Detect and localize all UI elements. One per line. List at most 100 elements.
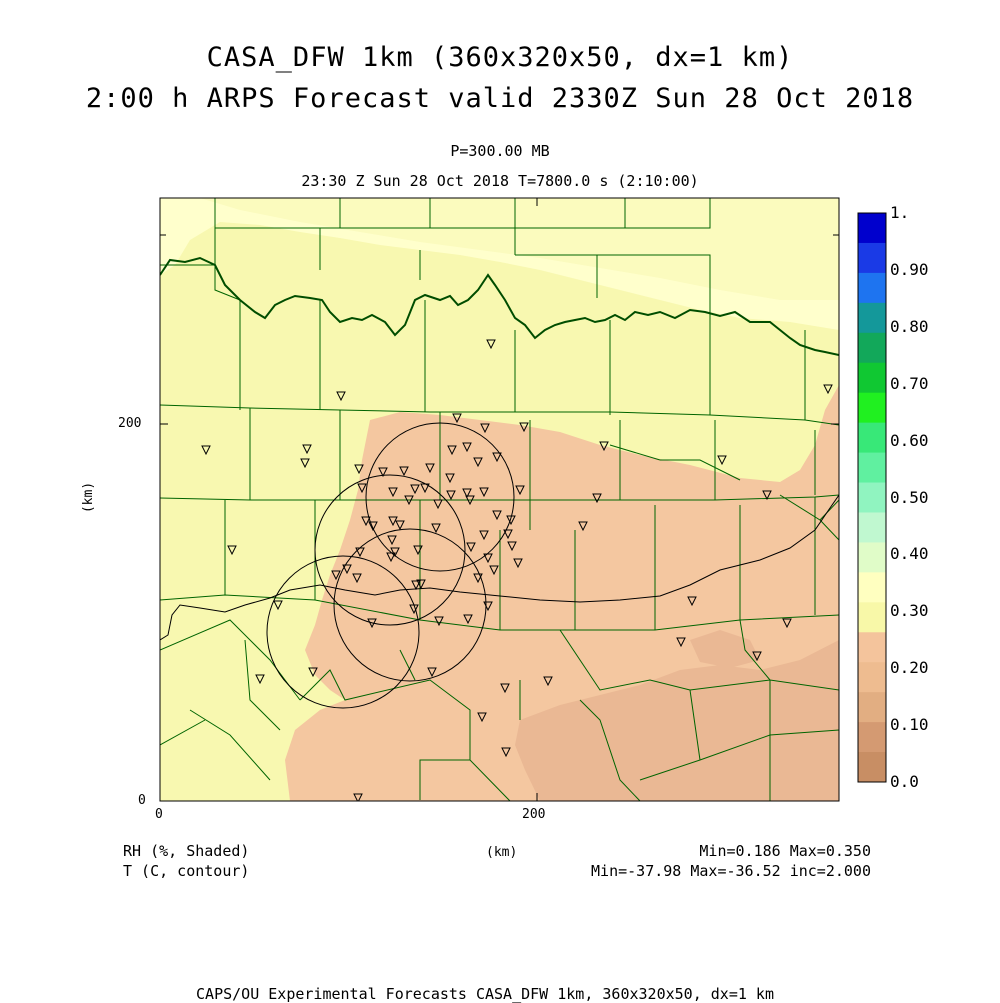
station-marker: [395, 520, 405, 531]
station-marker: [361, 516, 371, 527]
station-marker: [388, 487, 398, 498]
station-marker: [331, 570, 341, 581]
station-marker: [752, 651, 762, 662]
station-marker: [483, 601, 493, 612]
colorbar-swatch: [858, 602, 886, 633]
station-marker: [409, 604, 419, 615]
colorbar-label: 0.10: [890, 715, 929, 735]
station-marker: [500, 683, 510, 694]
colorbar-label: 0.30: [890, 601, 929, 621]
colorbar-swatch: [858, 512, 886, 543]
station-marker: [503, 529, 513, 540]
station-marker: [479, 487, 489, 498]
colorbar-label: 0.50: [890, 487, 929, 507]
station-marker: [416, 579, 426, 590]
colorbar-label: 0.20: [890, 658, 929, 678]
colorbar-label: 0.90: [890, 259, 929, 279]
station-marker: [434, 616, 444, 627]
colorbar-swatch: [858, 213, 886, 244]
station-marker: [427, 667, 437, 678]
station-marker: [599, 441, 609, 452]
station-marker: [368, 521, 378, 532]
station-marker: [302, 444, 312, 455]
colorbar-swatch: [858, 722, 886, 753]
county-lines: [160, 198, 839, 801]
station-marker: [676, 637, 686, 648]
radar-rings: [266, 422, 515, 709]
x-tick-0: 0: [155, 807, 163, 822]
station-marker: [492, 452, 502, 463]
temperature-contour: [160, 494, 839, 641]
station-marker: [687, 596, 697, 607]
station-marker: [592, 493, 602, 504]
colorbar-swatch: [858, 362, 886, 394]
station-marker: [399, 466, 409, 477]
shaded-field-stats: Min=0.186 Max=0.350: [699, 842, 871, 860]
contour-field-stats: Min=-37.98 Max=-36.52 inc=2.000: [591, 862, 871, 880]
colorbar-swatch: [858, 242, 886, 274]
station-marker: [462, 442, 472, 453]
station-marker: [390, 547, 400, 558]
station-marker: [431, 523, 441, 534]
colorbar-swatch: [858, 542, 886, 573]
station-marker: [300, 458, 310, 469]
station-marker: [227, 545, 237, 556]
station-marker: [477, 712, 487, 723]
station-marker: [717, 455, 727, 466]
station-marker: [486, 339, 496, 350]
station-marker: [823, 384, 833, 395]
colorbar-swatch: [858, 392, 886, 424]
station-marker: [273, 600, 283, 611]
station-marker: [357, 483, 367, 494]
station-marker: [425, 463, 435, 474]
station-marker: [479, 530, 489, 541]
station-marker: [445, 473, 455, 484]
station-marker: [515, 485, 525, 496]
colorbar-label: 0.70: [890, 373, 929, 393]
station-marker: [336, 391, 346, 402]
valid-time: 23:30 Z Sun 28 Oct 2018 T=7800.0 s (2:10…: [301, 172, 699, 190]
footer-credit: CAPS/OU Experimental Forecasts CASA_DFW …: [196, 985, 774, 1003]
station-marker: [519, 422, 529, 433]
x-axis-unit: (km): [486, 845, 518, 860]
station-marker: [465, 495, 475, 506]
station-marker: [447, 445, 457, 456]
station-marker: [501, 747, 511, 758]
station-marker: [462, 488, 472, 499]
colorbar-swatch: [858, 752, 886, 783]
station-marker: [762, 490, 772, 501]
shaded-field-label: RH (%, Shaded): [123, 842, 250, 860]
station-marker: [353, 793, 363, 801]
colorbar: [858, 213, 886, 783]
station-marker: [492, 510, 502, 521]
colorbar-swatch: [858, 572, 886, 603]
station-marker: [483, 553, 493, 564]
y-axis-unit: (km): [81, 481, 97, 514]
station-marker: [355, 547, 365, 558]
colorbar-swatch: [858, 452, 886, 484]
station-marker: [543, 676, 553, 687]
contour-field-label: T (C, contour): [123, 862, 250, 880]
colorbar-swatch: [858, 632, 886, 663]
station-marker: [420, 483, 430, 494]
colorbar-swatch: [858, 302, 886, 334]
station-marker: [446, 490, 456, 501]
station-marker: [388, 516, 398, 527]
station-marker: [201, 445, 211, 456]
colorbar-swatch: [858, 272, 886, 304]
station-marker: [489, 565, 499, 576]
station-marker: [410, 484, 420, 495]
rh-shaded-field: [160, 198, 839, 801]
state-line: [160, 256, 839, 356]
title-line-2: 2:00 h ARPS Forecast valid 2330Z Sun 28 …: [85, 83, 915, 114]
station-marker: [308, 667, 318, 678]
station-marker: [367, 618, 377, 629]
station-marker: [513, 558, 523, 569]
station-marker: [255, 674, 265, 685]
station-marker: [463, 614, 473, 625]
station-marker: [387, 535, 397, 546]
y-tick-200: 200: [118, 416, 142, 431]
station-marker: [386, 552, 396, 563]
colorbar-swatch: [858, 482, 886, 513]
